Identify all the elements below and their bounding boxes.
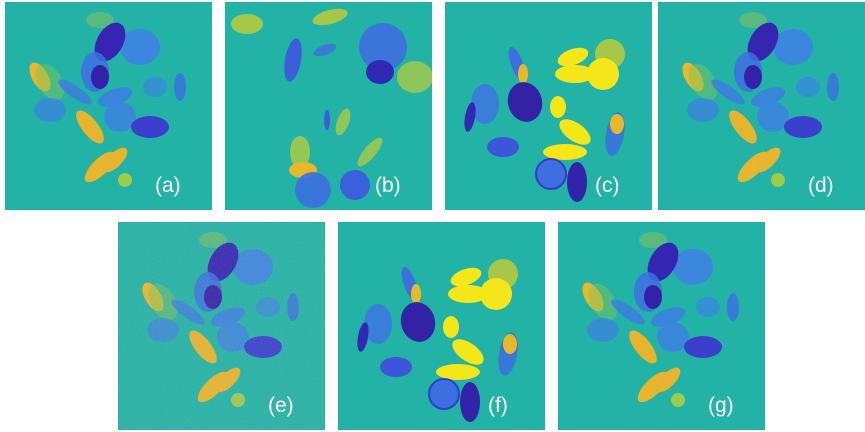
figure: (a) (b) (c) (d) (e) (f) (g): [0, 0, 865, 432]
panel-g: (g): [558, 222, 765, 430]
image: [225, 2, 433, 210]
image: [338, 222, 545, 430]
panel-b: (b): [225, 2, 433, 210]
panel-label: (g): [708, 394, 734, 417]
panel-label: (e): [268, 394, 294, 417]
image: [558, 222, 765, 430]
panel-label: (c): [595, 174, 620, 197]
page: {"panels": [{"label": "(a)"}, {"label": …: [0, 0, 865, 432]
image: [445, 2, 652, 210]
panel-f: (f): [338, 222, 545, 430]
panel-d: (d): [658, 2, 865, 210]
panel-label: (f): [488, 394, 508, 417]
panel-label: (b): [375, 174, 401, 197]
panel-e: (e): [118, 222, 325, 430]
image: [658, 2, 865, 210]
panel-a: (a): [5, 2, 212, 210]
panel-label: (a): [155, 174, 181, 197]
panel-label: (d): [808, 174, 834, 197]
image: [5, 2, 212, 210]
noise: [118, 222, 325, 430]
panel-c: (c): [445, 2, 652, 210]
